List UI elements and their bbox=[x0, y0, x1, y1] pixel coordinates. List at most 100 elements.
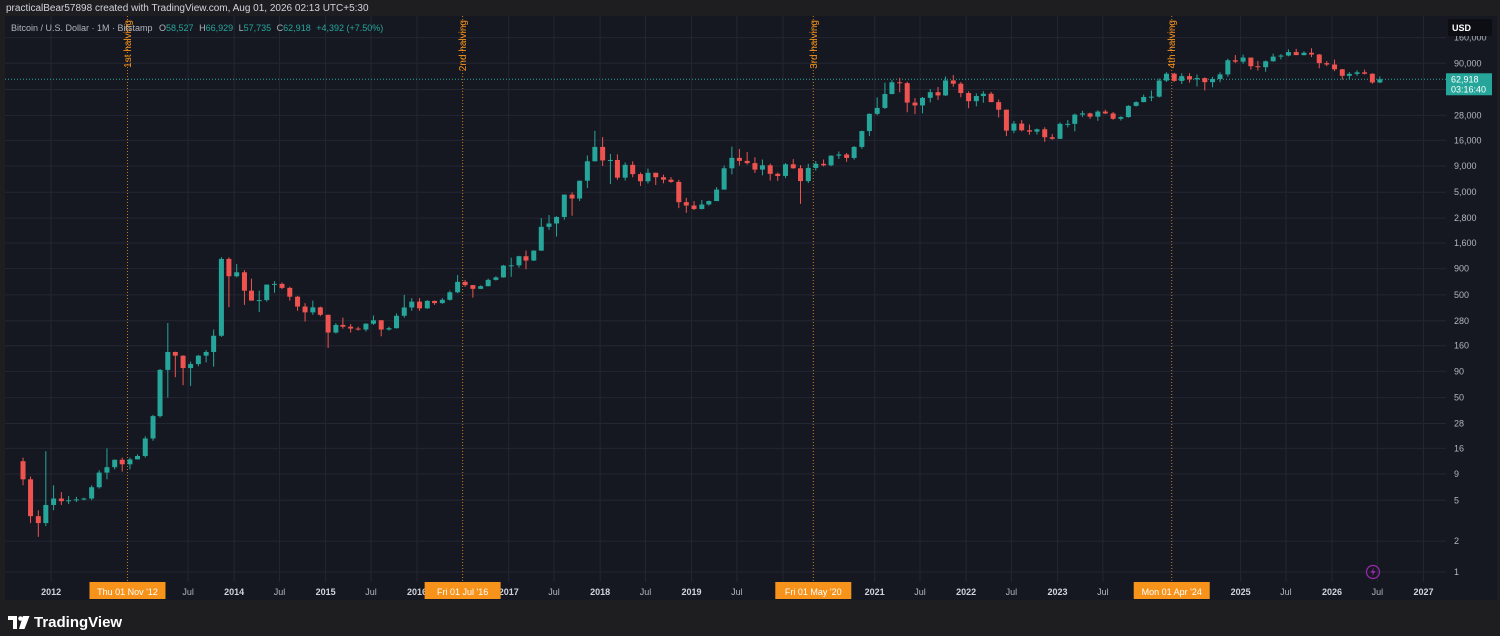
candle-body bbox=[134, 455, 140, 460]
candle-body bbox=[142, 438, 148, 456]
halving-date-bg bbox=[1133, 582, 1210, 599]
candle-body bbox=[1194, 78, 1200, 80]
candle-body bbox=[226, 258, 232, 277]
candle-body bbox=[112, 459, 118, 468]
candle-body bbox=[256, 300, 262, 302]
candle-body bbox=[1293, 52, 1299, 56]
candle-body bbox=[478, 286, 484, 289]
candle-body bbox=[1148, 96, 1154, 98]
candle-body bbox=[958, 83, 964, 94]
candle-body bbox=[813, 163, 819, 168]
candle-body bbox=[1308, 52, 1314, 55]
high-label: H bbox=[199, 23, 206, 33]
candle-body bbox=[1377, 79, 1383, 83]
candle-body bbox=[295, 296, 301, 307]
candle-body bbox=[302, 306, 308, 313]
candle-body bbox=[462, 281, 468, 286]
candle-body bbox=[1049, 137, 1055, 139]
price-chart[interactable]: 1st halving 2nd halving 3rd halving 4th hal… bbox=[5, 16, 1497, 600]
candle-body bbox=[523, 256, 529, 261]
price-tick-label: 160,000 bbox=[1454, 33, 1487, 43]
candle-body bbox=[1072, 114, 1078, 124]
currency-badge[interactable]: USD bbox=[1452, 23, 1472, 33]
time-tick-label: Jul bbox=[731, 587, 743, 597]
candle-body bbox=[714, 189, 720, 202]
candle-body bbox=[1301, 52, 1307, 56]
candle-body bbox=[500, 265, 506, 278]
candle-body bbox=[1125, 105, 1131, 118]
candle-body bbox=[325, 314, 331, 333]
candle-body bbox=[538, 226, 544, 251]
candle-body bbox=[805, 167, 811, 182]
halving-date-label: Mon 01 Apr '24 bbox=[1142, 587, 1202, 597]
price-tick-label: 28 bbox=[1454, 418, 1464, 428]
chart-area[interactable]: 1st halving 2nd halving 3rd halving 4th hal… bbox=[5, 16, 1497, 600]
candle-body bbox=[1141, 96, 1147, 103]
currency-badge-bg[interactable] bbox=[1448, 19, 1492, 36]
price-tick-label: 9 bbox=[1454, 469, 1459, 479]
candle-body bbox=[409, 301, 415, 308]
candle-body bbox=[600, 146, 606, 161]
halving-label: 3rd halving bbox=[809, 20, 820, 69]
price-tick-label: 9,000 bbox=[1454, 161, 1477, 171]
time-tick-label: 2022 bbox=[956, 587, 976, 597]
candle-body bbox=[127, 459, 133, 465]
candle-body bbox=[1156, 80, 1162, 97]
candle-body bbox=[1324, 63, 1330, 65]
candle-body bbox=[81, 498, 87, 500]
price-axis[interactable]: 1 2 5 9 16 28 50 90 160 280 500 900 1,600 2,800 5,000 9… bbox=[1446, 16, 1497, 582]
candle-body bbox=[96, 472, 102, 488]
legend: Bitcoin / U.S. Dollar · 1M · Bitstamp O5… bbox=[11, 23, 383, 33]
candle-body bbox=[378, 320, 384, 330]
candle-body bbox=[1095, 111, 1101, 117]
time-axis-bg bbox=[5, 582, 1497, 600]
grid-lines bbox=[5, 16, 1446, 582]
candle-body bbox=[1080, 113, 1086, 115]
time-tick-label: 2015 bbox=[316, 587, 336, 597]
candle-body bbox=[782, 164, 788, 176]
candle-body bbox=[996, 102, 1002, 110]
candle-body bbox=[279, 283, 285, 288]
candle-body bbox=[119, 459, 125, 465]
candle-body bbox=[554, 216, 560, 224]
candle-body bbox=[676, 181, 682, 203]
candle-body bbox=[775, 173, 781, 176]
tradingview-logo[interactable]: TradingView bbox=[8, 614, 122, 631]
candle-body bbox=[851, 146, 857, 158]
low-label: L bbox=[239, 23, 244, 33]
halving-date-label: Fri 01 Jul '16 bbox=[437, 587, 488, 597]
candle-body bbox=[1270, 56, 1276, 62]
candle-body bbox=[531, 250, 537, 261]
candle-body bbox=[897, 82, 903, 84]
time-axis[interactable]: 2012 Jul 2014 Jul 2015 Jul 2016 2017 Jul 2018 Jul 2… bbox=[5, 582, 1497, 600]
candle-body bbox=[1346, 73, 1352, 76]
low-value: 57,735 bbox=[244, 23, 272, 33]
candle-body bbox=[508, 265, 514, 267]
candle-body bbox=[691, 205, 697, 210]
brand-name: TradingView bbox=[34, 614, 123, 631]
candle-body bbox=[706, 201, 712, 205]
time-tick-label: 2014 bbox=[224, 587, 244, 597]
candle-body bbox=[470, 285, 476, 289]
candle-body bbox=[66, 500, 72, 502]
candle-body bbox=[150, 416, 156, 439]
candle-body bbox=[874, 107, 880, 114]
close-value: 62,918 bbox=[283, 23, 311, 33]
candle-body bbox=[1042, 129, 1048, 138]
candle-body bbox=[264, 284, 270, 301]
candle-body bbox=[844, 154, 850, 158]
candle-body bbox=[234, 272, 240, 277]
candle-body bbox=[104, 467, 110, 473]
candle-body bbox=[20, 461, 26, 480]
lightning-icon[interactable] bbox=[1365, 564, 1381, 580]
change-value: +4,392 (+7.50%) bbox=[316, 23, 383, 33]
candle-body bbox=[592, 146, 598, 162]
candle-body bbox=[1232, 60, 1238, 62]
candle-body bbox=[1171, 73, 1177, 81]
price-tick-label: 16 bbox=[1454, 443, 1464, 453]
time-tick-label: 2023 bbox=[1047, 587, 1067, 597]
time-tick-label: 2021 bbox=[865, 587, 885, 597]
candle-body bbox=[584, 161, 590, 181]
candle-body bbox=[333, 324, 339, 333]
time-tick-label: Jul bbox=[1006, 587, 1018, 597]
